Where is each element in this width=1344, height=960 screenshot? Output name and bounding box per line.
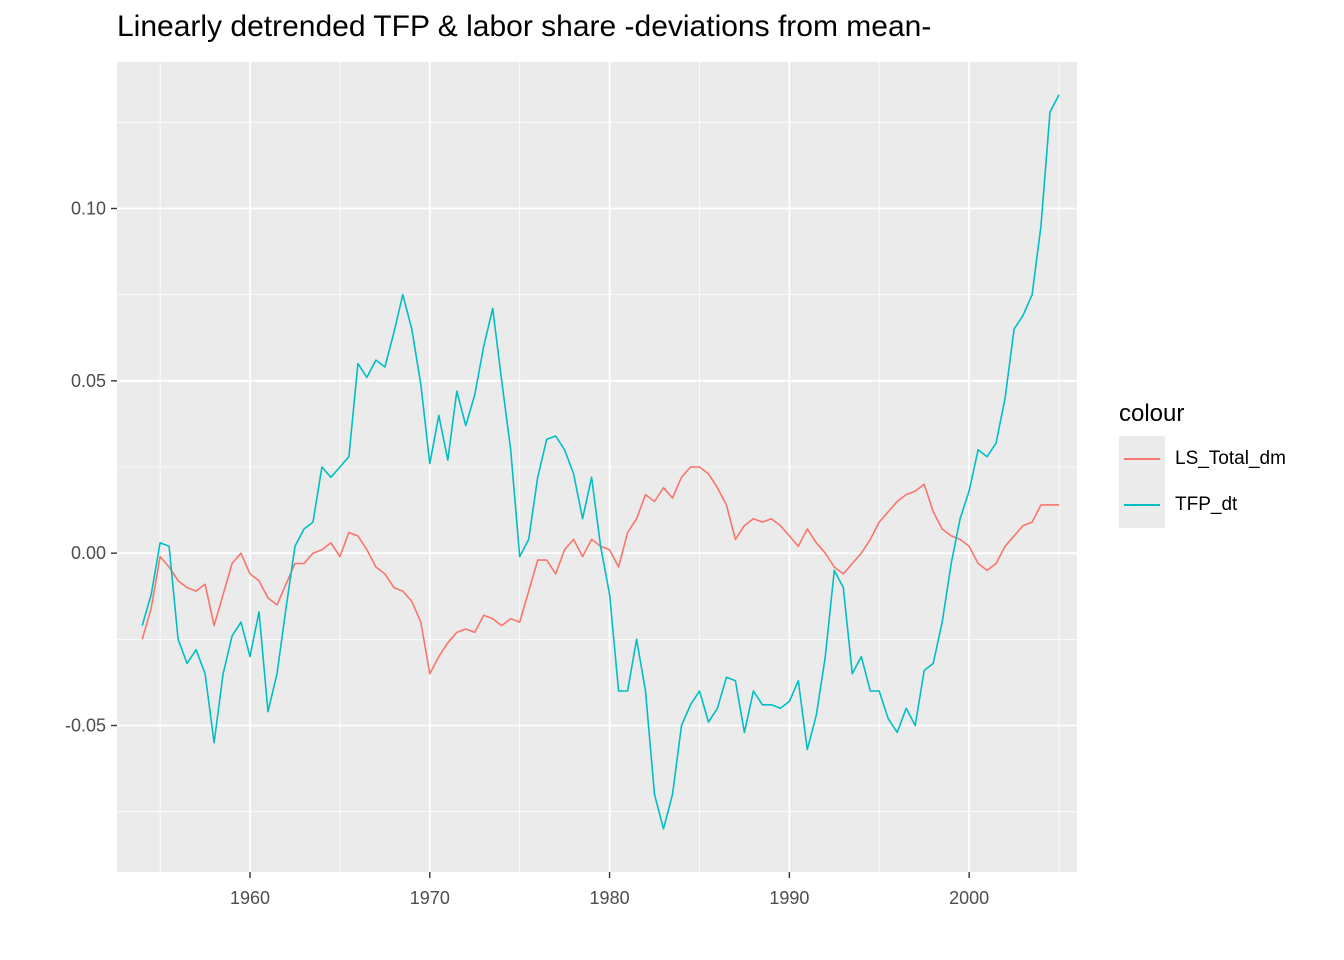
major-gridlines	[117, 62, 1077, 872]
legend-label-tfp-dt: TFP_dt	[1175, 494, 1238, 515]
legend: colour LS_Total_dm TFP_dt	[1119, 400, 1286, 528]
y-tick-label: 0.00	[71, 543, 106, 563]
x-tick-label: 1970	[410, 888, 450, 908]
legend-key-ls-total-dm	[1119, 436, 1165, 482]
x-tick-label: 1960	[230, 888, 270, 908]
axes: 1960 1970 1980 1990 2000 -0.05 0.00 0.05 0.10	[65, 198, 989, 908]
legend-label-ls-total-dm: LS_Total_dm	[1175, 448, 1286, 469]
series-line-tfp-dt	[141, 94, 1060, 830]
legend-item-ls-total-dm: LS_Total_dm	[1119, 436, 1286, 482]
series-layer	[141, 94, 1060, 830]
x-tick-label: 1990	[769, 888, 809, 908]
x-tick-label: 2000	[949, 888, 989, 908]
legend-line-ls-total-dm	[1124, 458, 1160, 460]
legend-title: colour	[1119, 400, 1185, 427]
minor-gridlines	[117, 62, 1077, 872]
y-tick-label: 0.10	[71, 198, 106, 218]
y-tick-label: -0.05	[65, 716, 106, 736]
legend-item-tfp-dt: TFP_dt	[1119, 482, 1286, 528]
chart-title: Linearly detrended TFP & labor share -de…	[117, 10, 932, 43]
y-tick-label: 0.05	[71, 371, 106, 391]
legend-key-tfp-dt	[1119, 482, 1165, 528]
legend-line-tfp-dt	[1124, 504, 1160, 506]
x-tick-label: 1980	[590, 888, 630, 908]
